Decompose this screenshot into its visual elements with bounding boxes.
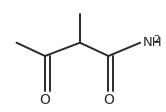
Text: NH: NH (143, 36, 162, 49)
Text: O: O (103, 93, 114, 107)
Text: 2: 2 (154, 35, 160, 45)
Text: O: O (40, 93, 50, 107)
